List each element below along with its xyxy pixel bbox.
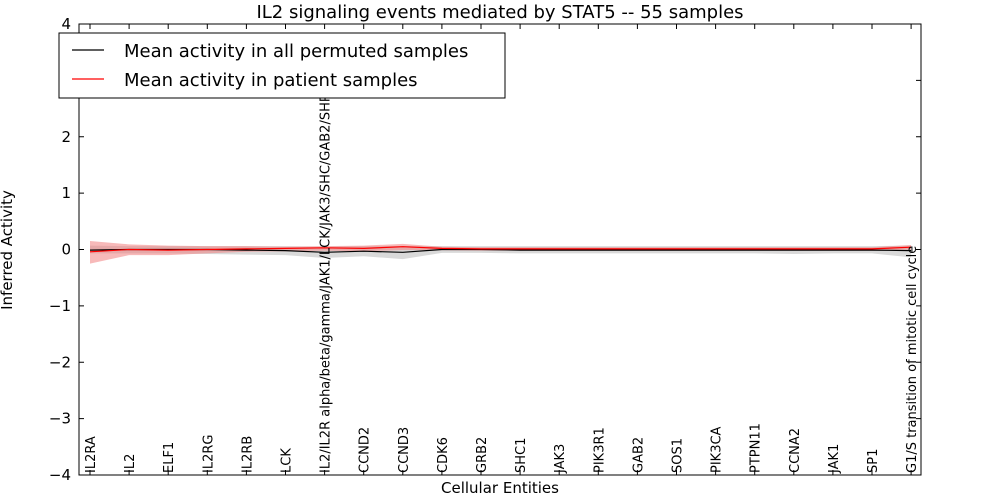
legend-box bbox=[58, 32, 506, 99]
x-tick-label: ELF1 bbox=[162, 442, 177, 473]
x-axis: IL2RA IL2 ELF1 IL2RG IL2RB LCK IL2/IL2R alpha/… bbox=[84, 24, 920, 475]
x-tick-label: IL2/IL2R alpha/beta/gamma/JAK1/LCK/JAK3/… bbox=[319, 86, 334, 473]
x-tick-label: GRB2 bbox=[475, 437, 490, 473]
x-tick-label: CCNA2 bbox=[788, 428, 803, 473]
x-tick-label: IL2RB bbox=[240, 436, 255, 473]
x-tick-label: JAK3 bbox=[553, 444, 568, 474]
x-tick-label: SOS1 bbox=[671, 438, 686, 473]
x-tick-label: IL2 bbox=[123, 454, 138, 473]
legend-label-permuted: Mean activity in all permuted samples bbox=[124, 41, 468, 62]
x-tick-label: CCND3 bbox=[397, 427, 412, 473]
x-tick-label: CCND2 bbox=[358, 427, 373, 473]
x-tick-label: G1/S transition of mitotic cell cycle bbox=[905, 246, 920, 473]
x-tick-label: CDK6 bbox=[436, 437, 451, 473]
y-tick-label: 4 bbox=[61, 15, 71, 33]
confidence-bands bbox=[90, 241, 912, 264]
y-tick-label: 0 bbox=[61, 241, 71, 259]
x-axis-label: Cellular Entities bbox=[441, 479, 559, 497]
y-tick-label: −2 bbox=[49, 353, 71, 371]
y-tick-label: 2 bbox=[61, 128, 71, 146]
x-tick-label: SHC1 bbox=[514, 438, 529, 473]
x-tick-label: IL2RG bbox=[201, 435, 216, 473]
band-series-1 bbox=[90, 241, 912, 264]
x-tick-label: SP1 bbox=[866, 449, 881, 473]
x-tick-label: JAK1 bbox=[827, 444, 842, 474]
line-series-1 bbox=[89, 246, 912, 253]
x-tick-label: IL2RA bbox=[84, 436, 99, 473]
x-tick-label: PIK3R1 bbox=[592, 427, 607, 473]
legend-label-patient: Mean activity in patient samples bbox=[124, 70, 418, 91]
y-tick-label: −4 bbox=[49, 466, 71, 484]
x-tick-label: LCK bbox=[280, 448, 295, 473]
chart-title: IL2 signaling events mediated by STAT5 -… bbox=[256, 2, 743, 23]
x-tick-label: PIK3CA bbox=[710, 426, 725, 473]
legend: Mean activity in all permuted samples Me… bbox=[58, 32, 506, 99]
y-tick-label: −1 bbox=[49, 297, 71, 315]
y-tick-label: −3 bbox=[49, 410, 71, 428]
y-tick-label: 1 bbox=[61, 184, 71, 202]
series-lines bbox=[89, 246, 912, 253]
x-tick-label: PTPN11 bbox=[749, 423, 764, 473]
y-axis-label: Inferred Activity bbox=[0, 190, 16, 310]
x-tick-label: GAB2 bbox=[631, 437, 646, 473]
